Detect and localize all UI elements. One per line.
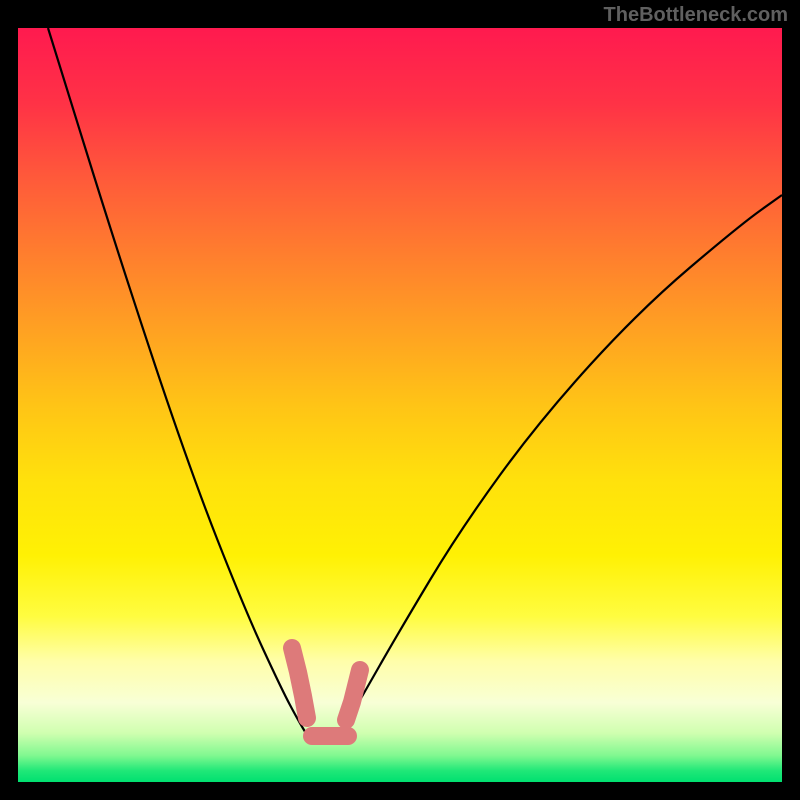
chart-svg bbox=[0, 0, 800, 800]
gradient-background bbox=[18, 28, 782, 782]
watermark-text: TheBottleneck.com bbox=[604, 4, 788, 27]
